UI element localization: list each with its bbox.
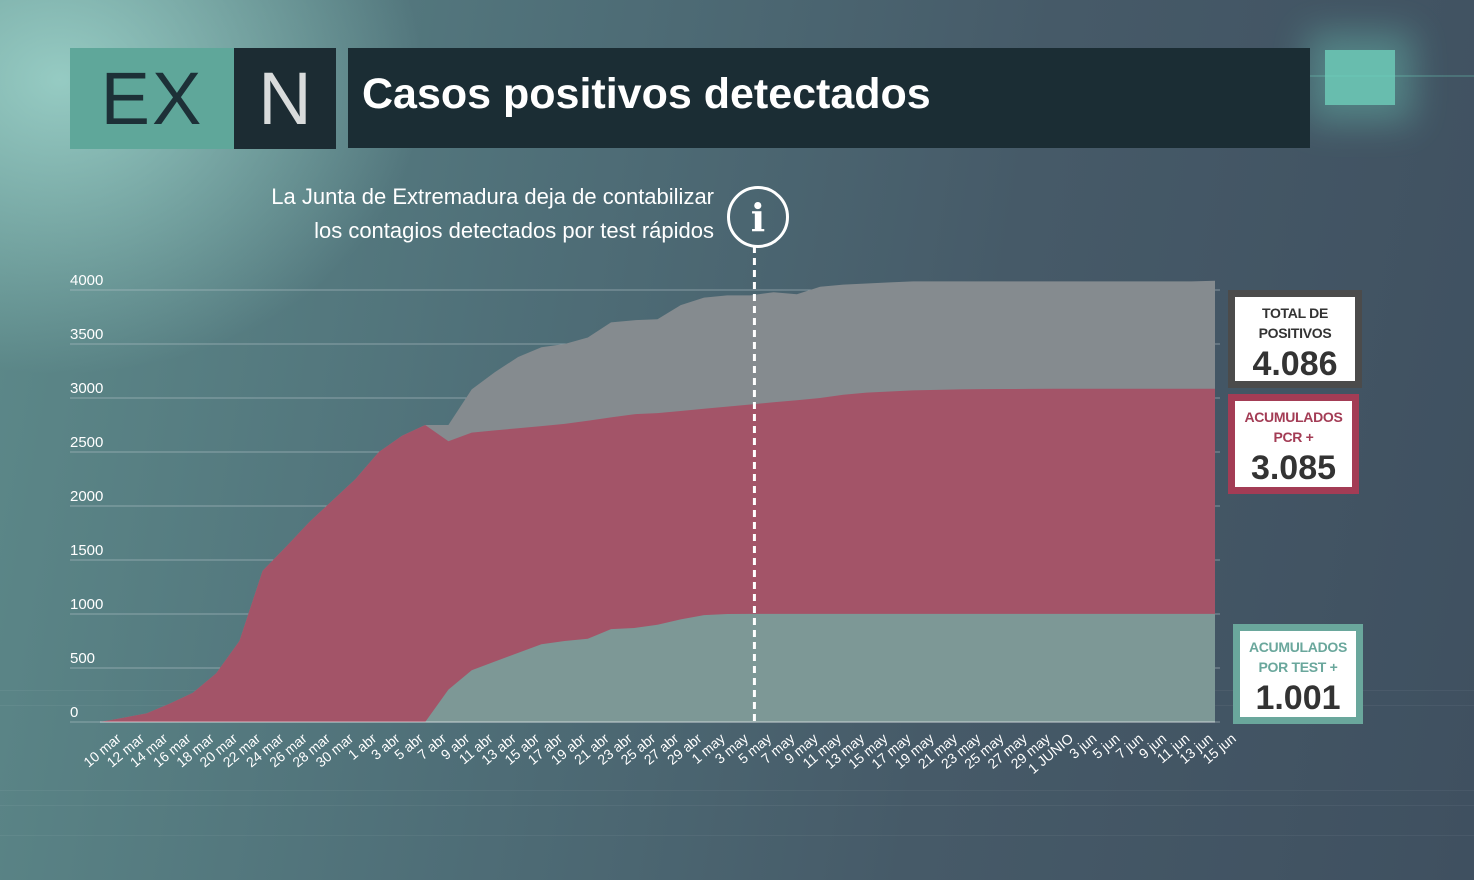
y-tick-label: 3500 bbox=[70, 326, 103, 343]
legend-total-label: TOTAL DE POSITIVOS bbox=[1258, 305, 1332, 341]
legend-pcr-value: 3.085 bbox=[1250, 449, 1337, 487]
legend-total-box: TOTAL DE POSITIVOS 4.086 bbox=[1228, 290, 1362, 388]
legend-test-value: 1.001 bbox=[1255, 679, 1341, 717]
info-icon: i bbox=[727, 186, 789, 248]
chart-title: Casos positivos detectados bbox=[362, 70, 931, 118]
legend-test-box: ACUMULADOS POR TEST + 1.001 bbox=[1233, 624, 1363, 724]
decorative-glow bbox=[1325, 50, 1395, 105]
logo-n: N bbox=[234, 48, 336, 149]
y-tick-label: 1000 bbox=[70, 596, 103, 613]
y-tick-label: 0 bbox=[70, 704, 78, 721]
legend-pcr-box: ACUMULADOS PCR + 3.085 bbox=[1228, 394, 1359, 494]
legend-total-value: 4.086 bbox=[1252, 345, 1338, 383]
area-acumulados-test bbox=[100, 613, 1215, 722]
y-tick-label: 4000 bbox=[70, 272, 103, 289]
y-tick-label: 500 bbox=[70, 650, 95, 667]
y-tick-label: 2500 bbox=[70, 434, 103, 451]
y-tick-label: 1500 bbox=[70, 542, 103, 559]
y-tick-label: 2000 bbox=[70, 488, 103, 505]
legend-pcr-label: ACUMULADOS PCR + bbox=[1244, 409, 1343, 445]
annotation-line-1: La Junta de Extremadura deja de contabil… bbox=[271, 184, 714, 209]
annotation-line-2: los contagios detectados por test rápido… bbox=[314, 218, 714, 243]
title-bar: Casos positivos detectados bbox=[348, 48, 1310, 148]
legend-test-label: ACUMULADOS POR TEST + bbox=[1248, 639, 1348, 675]
logo-ex: EX bbox=[70, 48, 234, 149]
annotation-text: La Junta de Extremadura deja de contabil… bbox=[194, 180, 714, 248]
y-tick-label: 3000 bbox=[70, 380, 103, 397]
